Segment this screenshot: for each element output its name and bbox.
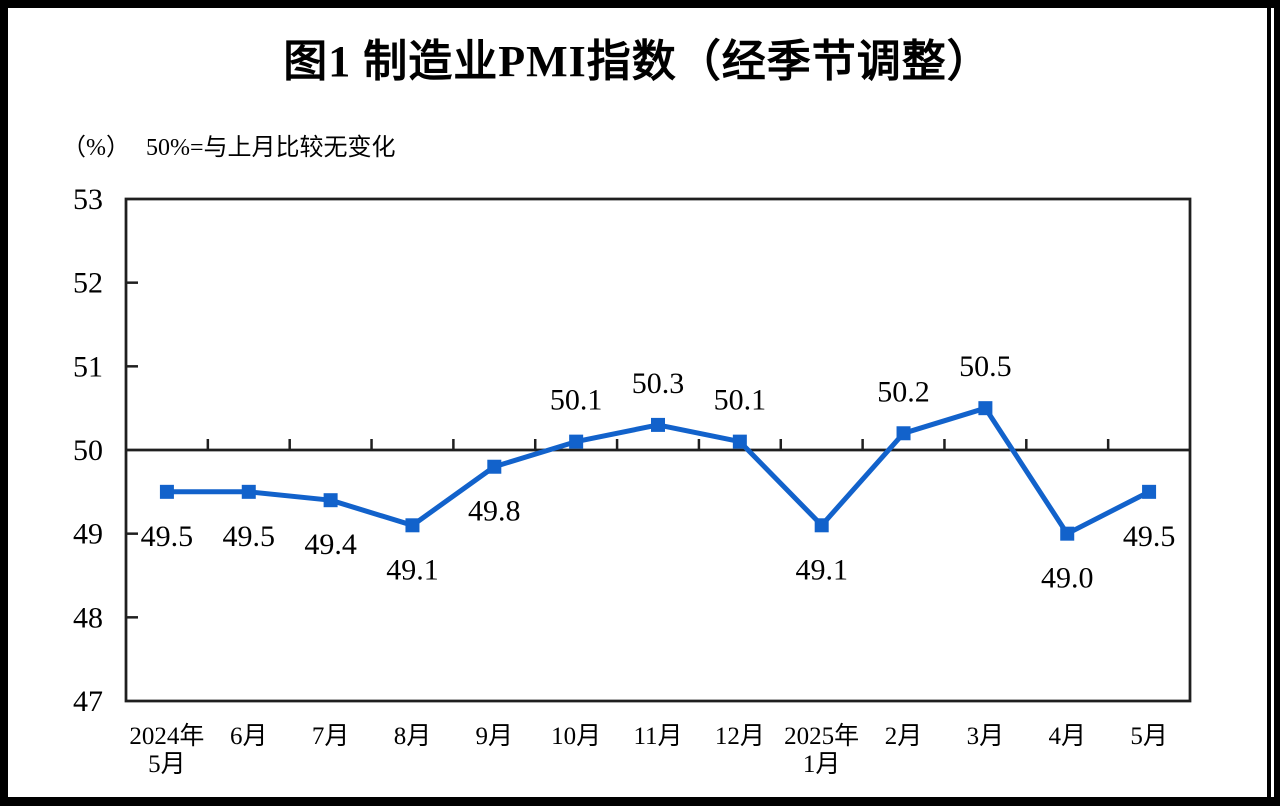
data-point-label: 50.5 <box>959 350 1012 383</box>
data-point-marker <box>814 518 829 533</box>
chart-title: 图1 制造业PMI指数（经季节调整） <box>283 37 992 86</box>
y-axis-label: 49 <box>73 518 103 551</box>
x-axis-label: 11月 <box>633 723 682 750</box>
x-axis-label: 7月 <box>312 723 350 750</box>
data-point-label: 50.1 <box>550 384 603 417</box>
page-border-bottom <box>0 797 1280 806</box>
reference-note: 50%=与上月比较无变化 <box>146 135 396 161</box>
x-axis-label: 2024年 <box>129 722 204 750</box>
y-axis-label: 52 <box>73 267 103 300</box>
x-axis-label: 8月 <box>394 723 432 750</box>
data-point-marker <box>896 426 911 441</box>
data-point-label: 49.1 <box>795 553 848 586</box>
data-point-label: 49.1 <box>386 553 439 586</box>
data-point-marker <box>405 518 420 533</box>
x-axis-label: 5月 <box>1130 723 1168 750</box>
data-point-label: 49.0 <box>1041 562 1094 595</box>
x-axis-label: 2025年 <box>784 722 859 750</box>
y-axis-label: 53 <box>73 183 103 216</box>
data-point-label: 50.1 <box>714 384 767 417</box>
data-point-marker <box>241 484 256 499</box>
x-axis-label: 12月 <box>715 723 765 750</box>
data-point-marker <box>1142 484 1157 499</box>
x-axis-label: 2月 <box>885 723 923 750</box>
data-point-marker <box>732 434 747 449</box>
x-axis-label: 9月 <box>476 723 514 750</box>
y-axis-unit-label: （%） <box>62 135 130 161</box>
x-axis-label: 1月 <box>803 751 841 778</box>
y-axis-label: 48 <box>73 601 103 634</box>
data-point-label: 49.4 <box>304 528 357 561</box>
y-axis-label: 47 <box>73 685 103 718</box>
data-point-label: 50.3 <box>632 367 685 400</box>
x-axis-label: 3月 <box>967 723 1005 750</box>
page-border-right <box>1274 0 1280 806</box>
data-point-marker <box>569 434 584 449</box>
chart-subtitle: （%） 50%=与上月比较无变化 <box>62 131 396 165</box>
x-axis-label: 5月 <box>148 751 186 778</box>
x-axis-label: 10月 <box>551 723 601 750</box>
x-axis-label: 6月 <box>230 723 268 750</box>
page-border-right-inner-line <box>1267 8 1271 797</box>
data-point-marker <box>978 401 993 416</box>
data-point-marker <box>159 484 174 499</box>
data-point-label: 49.5 <box>1123 520 1176 553</box>
data-point-label: 49.8 <box>468 495 521 528</box>
data-point-marker <box>1060 526 1075 541</box>
page-border-top <box>0 0 1280 8</box>
x-axis-label: 4月 <box>1048 723 1086 750</box>
data-point-marker <box>487 459 502 474</box>
page-border-left <box>0 0 8 806</box>
data-point-label: 50.2 <box>877 375 930 408</box>
y-axis-label: 51 <box>73 350 103 383</box>
data-point-label: 49.5 <box>223 520 276 553</box>
data-point-marker <box>651 417 665 432</box>
data-point-marker <box>323 493 338 508</box>
y-axis-label: 50 <box>73 434 103 467</box>
data-point-label: 49.5 <box>141 520 194 553</box>
